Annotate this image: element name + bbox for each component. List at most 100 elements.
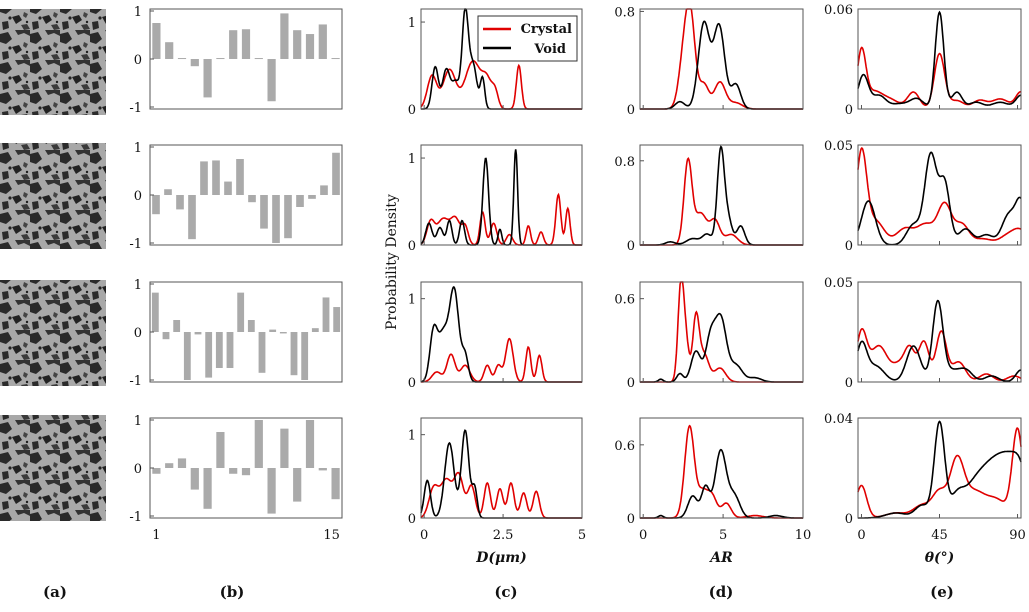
y-tick-label: 0 <box>408 376 416 391</box>
bar-panel: 1 0 -1 <box>129 5 343 116</box>
density-panel: 10 <box>408 8 583 118</box>
crystal-series-line <box>640 424 803 519</box>
y-tick-label: 0.8 <box>614 5 635 20</box>
plot-frame <box>639 8 804 110</box>
bar <box>280 13 289 59</box>
density-panel: 0.80 <box>614 5 804 118</box>
y-tick-label: 1 <box>408 16 416 31</box>
y-tick-label: 0.8 <box>614 155 635 170</box>
x-tick-label: 5 <box>578 528 586 543</box>
bar <box>162 332 170 340</box>
bar <box>176 195 184 210</box>
bar <box>216 58 225 60</box>
density-panel: 0.06 0 <box>824 3 1022 118</box>
y-tick-label: 0 <box>134 53 142 68</box>
void-series-line <box>858 420 1022 519</box>
x-axis-label: D(μm) <box>475 550 526 566</box>
legend-void-label: Void <box>533 42 566 57</box>
plot-frame <box>639 417 804 519</box>
y-tick-label: 0.06 <box>824 3 853 18</box>
density-panel: 0.6 00 5 10 AR <box>614 417 812 566</box>
density-panel: 0.60 <box>614 281 804 391</box>
void-series-line <box>857 151 1022 246</box>
y-tick-label: 1 <box>134 278 142 293</box>
panel-label: (c) <box>494 583 517 601</box>
bar <box>301 332 309 380</box>
bar <box>151 292 159 332</box>
bar <box>320 185 328 195</box>
x-axis-label: θ(°) <box>925 550 955 566</box>
legend-box <box>477 15 578 62</box>
bar <box>308 195 316 199</box>
void-series-line <box>857 10 1021 106</box>
micrograph-image <box>0 280 106 386</box>
y-tick-label: 0.05 <box>824 139 853 154</box>
bar <box>241 468 251 476</box>
bar <box>165 42 174 59</box>
bar <box>173 320 181 332</box>
y-tick-label: 0 <box>845 103 853 118</box>
bar <box>188 195 196 240</box>
x-axis-label: AR <box>708 550 733 566</box>
plot-frame <box>857 144 1022 246</box>
bar <box>290 332 298 376</box>
bar <box>190 59 199 67</box>
bar <box>280 428 289 468</box>
plot-frame <box>420 281 583 383</box>
bar <box>248 195 256 203</box>
bar <box>296 195 304 207</box>
density-panel: 0.04 00 45 90 θ(°) <box>824 412 1026 566</box>
y-tick-label: 0 <box>134 326 142 341</box>
y-axis-label: Probability Density <box>384 194 400 330</box>
void-series-line <box>420 429 582 519</box>
legend-crystal-label: Crystal <box>521 22 572 37</box>
bar <box>269 329 277 332</box>
bar <box>203 59 212 98</box>
bar <box>203 468 212 509</box>
bar <box>254 58 263 60</box>
crystal-series-line <box>640 157 803 246</box>
bar <box>190 468 199 490</box>
bar <box>177 58 187 60</box>
bar <box>241 29 251 59</box>
bar <box>247 320 255 332</box>
density-panel: 10 <box>408 281 583 391</box>
y-tick-label: 0 <box>627 376 635 391</box>
micrograph-image <box>0 415 106 521</box>
density-panel: 0.80 <box>614 144 804 254</box>
bar <box>152 468 161 474</box>
bar <box>333 307 341 332</box>
bar-panel: 1 0 -1 <box>129 278 343 389</box>
bar <box>216 432 225 468</box>
panel-label: (d) <box>709 583 734 601</box>
x-tick-label: 5 <box>719 528 727 543</box>
crystal-series-line <box>640 8 803 110</box>
density-panel: 1 00 2.5 5 D(μm) <box>408 417 586 566</box>
y-tick-label: 0.6 <box>614 293 635 308</box>
crystal-series-line <box>420 471 582 519</box>
y-tick-label: -1 <box>129 237 142 252</box>
crystal-series-line <box>640 281 803 383</box>
bar <box>183 332 191 380</box>
x-tick-label: 0 <box>420 528 428 543</box>
y-tick-label: 0 <box>845 512 853 527</box>
bar <box>165 463 174 468</box>
panel-label: (e) <box>930 583 954 601</box>
y-tick-label: 0 <box>408 512 416 527</box>
bar <box>224 181 232 195</box>
bar <box>305 34 315 59</box>
panel-label: (a) <box>43 583 67 601</box>
x-tick-label: 10 <box>795 528 812 543</box>
plot-frame <box>857 417 1022 519</box>
x-tick-label: 2.5 <box>493 528 514 543</box>
bar <box>272 195 280 243</box>
bar <box>205 332 213 378</box>
x-tick-label: 45 <box>931 528 948 543</box>
bar <box>258 332 266 373</box>
bar-panel: 1 0 -1 1 15 <box>129 414 343 543</box>
x-tick-label: 15 <box>323 528 340 543</box>
bar <box>284 195 292 239</box>
crystal-series-line <box>420 60 582 110</box>
bar <box>332 152 340 195</box>
